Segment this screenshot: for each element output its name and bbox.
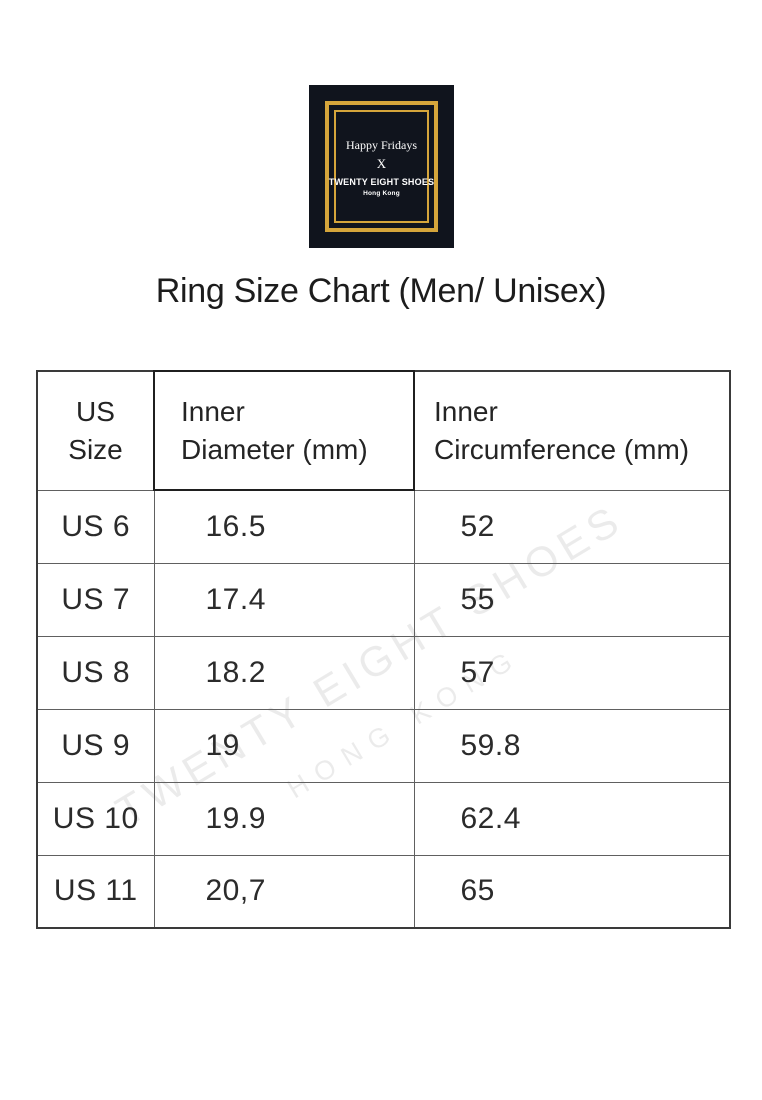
header-line: Inner xyxy=(181,395,245,427)
inner-circumference-cell: 57 xyxy=(413,635,731,710)
inner-circumference-cell: 59.8 xyxy=(413,708,731,783)
header-line: Inner xyxy=(434,395,498,427)
brand-logo: Happy Fridays X TWENTY EIGHT SHOES Hong … xyxy=(309,85,454,248)
logo-location-hong-kong: Hong Kong xyxy=(363,190,400,197)
page-title: Ring Size Chart (Men/ Unisex) xyxy=(155,272,607,310)
logo-gold-frame-inner xyxy=(334,110,429,223)
us-size-cell: US 10 xyxy=(36,781,155,856)
us-size-cell: US 8 xyxy=(36,635,155,710)
header-line: Diameter (mm) xyxy=(181,433,368,465)
table-row: US 9 19 59.8 xyxy=(36,708,731,783)
us-size-cell: US 6 xyxy=(36,489,155,564)
header-row: US Size Inner Diameter (mm) Inner Circum… xyxy=(36,370,731,491)
table-row: US 7 17.4 55 xyxy=(36,562,731,637)
table-row: US 8 18.2 57 xyxy=(36,635,731,710)
us-size-cell: US 9 xyxy=(36,708,155,783)
inner-circumference-cell: 55 xyxy=(413,562,731,637)
inner-diameter-cell: 18.2 xyxy=(153,635,415,710)
inner-diameter-cell: 19 xyxy=(153,708,415,783)
header-inner-circumference: Inner Circumference (mm) xyxy=(413,370,731,491)
logo-gold-frame-outer xyxy=(325,101,438,232)
inner-circumference-cell: 62.4 xyxy=(413,781,731,856)
us-size-cell: US 7 xyxy=(36,562,155,637)
table-row: US 10 19.9 62.4 xyxy=(36,781,731,856)
table-row: US 11 20,7 65 xyxy=(36,854,731,929)
logo-text-block: Happy Fridays X TWENTY EIGHT SHOES Hong … xyxy=(329,113,434,220)
logo-collab-x: X xyxy=(376,156,387,171)
logo-brand-twenty-eight-shoes: TWENTY EIGHT SHOES xyxy=(328,177,435,187)
inner-diameter-cell: 17.4 xyxy=(153,562,415,637)
inner-diameter-cell: 16.5 xyxy=(153,489,415,564)
inner-diameter-cell: 19.9 xyxy=(153,781,415,856)
ring-size-table: US Size Inner Diameter (mm) Inner Circum… xyxy=(36,370,731,929)
logo-brand-happy-fridays: Happy Fridays xyxy=(346,138,417,152)
header-inner-diameter: Inner Diameter (mm) xyxy=(153,370,415,491)
us-size-cell: US 11 xyxy=(36,854,155,929)
header-line: Circumference (mm) xyxy=(434,433,690,465)
inner-circumference-cell: 52 xyxy=(413,489,731,564)
inner-diameter-cell: 20,7 xyxy=(153,854,415,929)
inner-circumference-cell: 65 xyxy=(413,854,731,929)
header-line: Size xyxy=(68,433,123,465)
table-row: US 6 16.5 52 xyxy=(36,489,731,564)
header-us-size: US Size xyxy=(36,370,155,491)
header-line: US xyxy=(76,395,115,427)
